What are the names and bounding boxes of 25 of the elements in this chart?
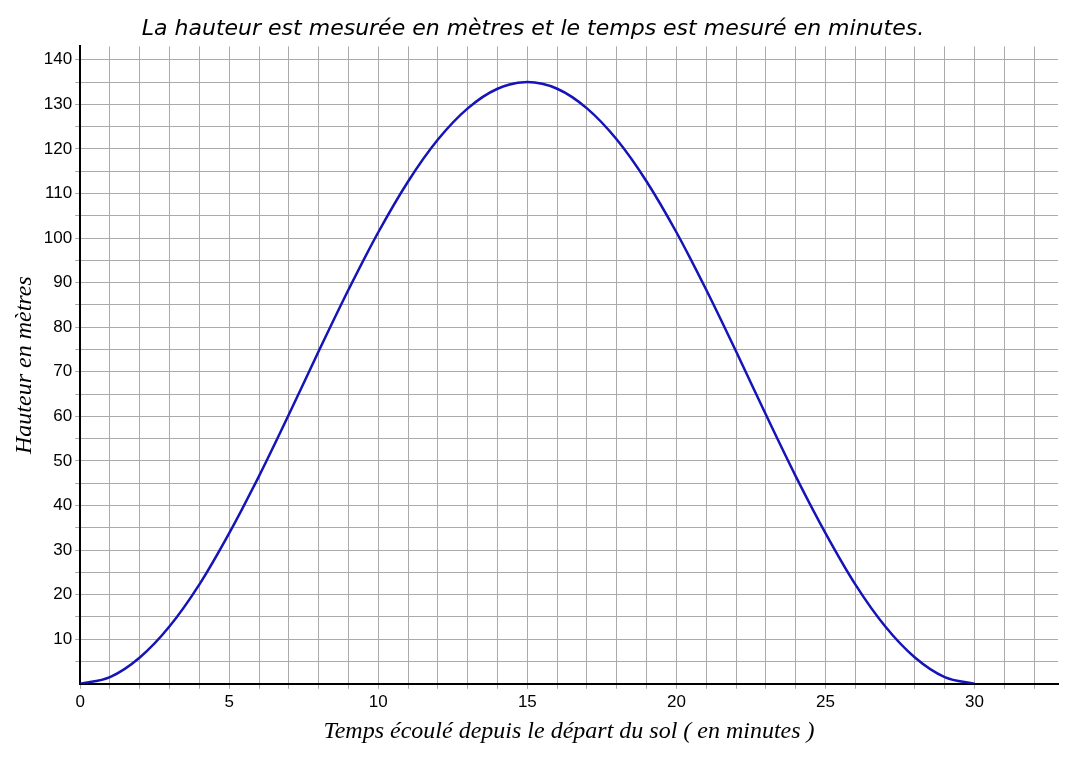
y-tick-label: 30	[53, 539, 73, 559]
y-tick-label: 130	[43, 94, 73, 114]
y-tick-label: 40	[53, 495, 73, 515]
y-tick-label: 100	[43, 227, 73, 247]
y-tick-label: 120	[43, 138, 73, 158]
x-tick-label: 15	[517, 691, 537, 711]
y-axis-title: Hauteur en mètres	[9, 276, 36, 455]
x-tick-label: 0	[75, 691, 85, 711]
y-tick-label: 70	[53, 361, 73, 381]
x-tick-label: 30	[965, 691, 984, 711]
y-tick-label: 80	[53, 316, 73, 336]
y-tick-label: 20	[53, 584, 73, 604]
y-tick-label: 60	[53, 406, 73, 426]
y-tick-label: 50	[53, 450, 73, 470]
y-tick-label: 90	[53, 272, 73, 292]
x-tick-label: 5	[224, 691, 234, 711]
chart-title: La hauteur est mesurée en mètres et le temps est mesuré en minutes.	[141, 14, 925, 40]
x-tick-label: 20	[666, 691, 686, 711]
x-tick-label: 10	[368, 691, 388, 711]
x-axis-title: Temps écoulé depuis le départ du sol ( en minutes )	[323, 716, 815, 743]
y-tick-label: 140	[43, 49, 73, 69]
x-tick-label: 25	[816, 691, 835, 711]
y-tick-label: 110	[45, 183, 73, 203]
line-series	[80, 80, 976, 684]
y-tick-label: 10	[53, 628, 73, 648]
